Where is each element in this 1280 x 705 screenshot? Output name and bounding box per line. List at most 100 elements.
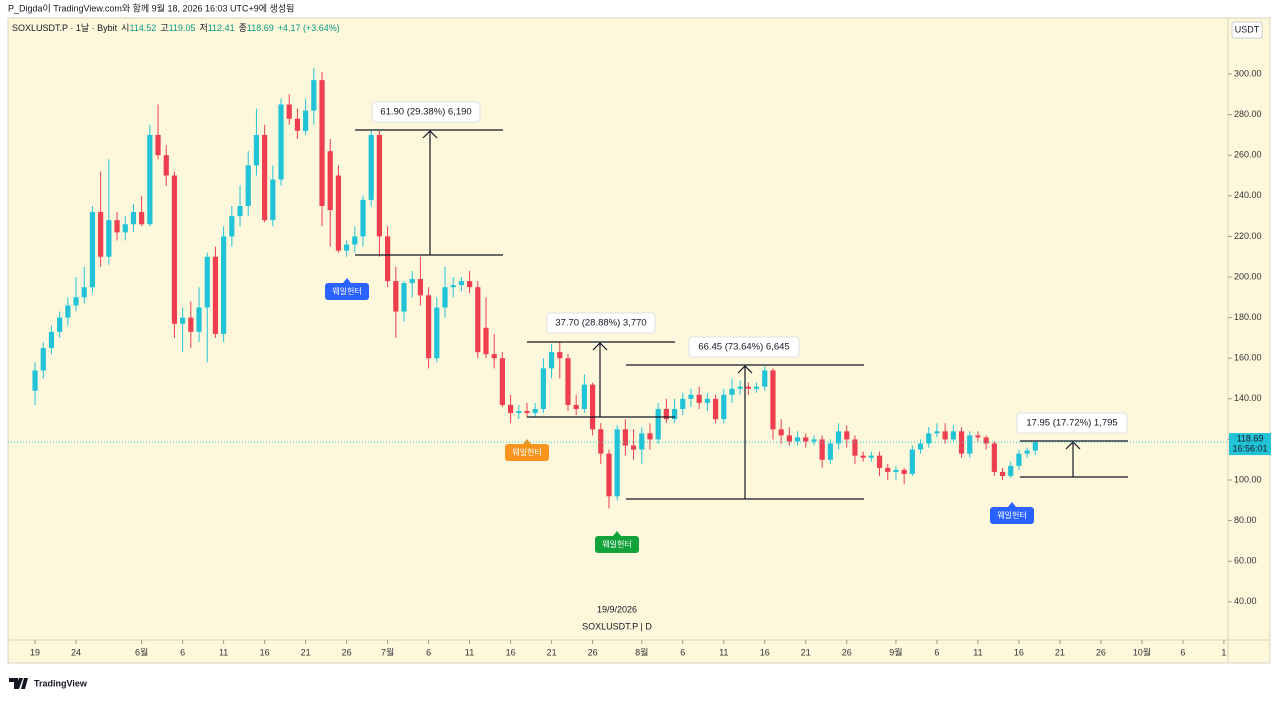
- x-tick-label: 26: [588, 647, 598, 657]
- y-tick-label: 40.00: [1234, 596, 1257, 606]
- candle-body: [278, 104, 284, 180]
- candle-body: [212, 256, 219, 334]
- x-tick-label: 16: [260, 647, 270, 657]
- candle-body: [40, 348, 46, 371]
- y-tick-label: 100.00: [1234, 474, 1262, 484]
- candle-body: [335, 175, 342, 251]
- candle-body: [409, 279, 415, 284]
- x-tick-label: 26: [342, 647, 352, 657]
- candle-body: [516, 411, 522, 414]
- ohlc-value: 114.52: [129, 23, 156, 33]
- badge: 웨일헌터: [990, 502, 1034, 524]
- chart-frame: [7, 17, 1271, 664]
- candle-body: [171, 175, 178, 324]
- candle-body: [958, 431, 965, 454]
- x-tick-label: 24: [71, 647, 81, 657]
- x-tick-label: 11: [219, 647, 228, 657]
- candle-body: [606, 453, 612, 497]
- candle-body: [1032, 442, 1038, 451]
- candle-body: [721, 394, 727, 420]
- candle-body: [458, 281, 465, 286]
- last-price-box: [1229, 433, 1271, 456]
- candle-body: [319, 80, 325, 206]
- candle-body: [753, 386, 760, 389]
- badge: 웨일헌터: [325, 278, 369, 300]
- measure-label: 66.45 (73.64%) 6,645: [698, 342, 789, 353]
- candle-body: [32, 370, 38, 391]
- x-tick-label: 21: [801, 647, 811, 657]
- candle-body: [81, 287, 87, 298]
- candle-body: [893, 469, 899, 472]
- candle-body: [139, 212, 145, 225]
- x-tick-label: 6: [180, 647, 185, 657]
- candle-body: [819, 439, 825, 460]
- caption: P_Digda이 TradingView.com와 함께 9월 18, 2026…: [8, 2, 294, 13]
- x-tick-label: 11: [465, 647, 474, 657]
- watermark-date: 19/9/2026: [597, 604, 637, 614]
- candle-body: [827, 443, 833, 460]
- candle-body: [352, 236, 358, 245]
- x-tick-label: 11: [719, 647, 728, 657]
- candle-body: [901, 469, 907, 474]
- candle-body: [811, 439, 817, 442]
- x-tick-label: 21: [1055, 647, 1065, 657]
- candle-body: [680, 398, 686, 409]
- ohlc-label: 종: [239, 23, 247, 33]
- chart-bg: [8, 18, 1270, 663]
- badge-text: 웨일헌터: [997, 510, 1026, 520]
- measure-label: 17.95 (17.72%) 1,795: [1026, 418, 1117, 429]
- ohlc-label: 저: [199, 23, 207, 33]
- candle-body: [671, 408, 678, 420]
- x-tick-label: 26: [842, 647, 852, 657]
- badge: 웨일헌터: [595, 531, 639, 553]
- candle-body: [975, 435, 981, 438]
- candle-body: [188, 317, 194, 332]
- candle-body: [122, 224, 128, 233]
- candle-body: [311, 80, 317, 111]
- candle-body: [450, 285, 456, 288]
- candle-body: [704, 398, 710, 403]
- candle-body: [499, 358, 505, 405]
- candle-body: [393, 281, 399, 312]
- candle-body: [483, 327, 489, 355]
- y-tick-label: 240.00: [1234, 190, 1262, 200]
- candle-body: [98, 212, 104, 257]
- candle-body: [303, 110, 309, 131]
- candle-body: [786, 435, 792, 442]
- candle-body: [417, 279, 424, 296]
- candle-body: [114, 220, 120, 233]
- ohlc-label: 고: [160, 23, 168, 33]
- candle-body: [917, 443, 924, 450]
- candle-body: [835, 431, 842, 444]
- candle-body: [1024, 450, 1030, 454]
- candle-body: [876, 455, 883, 468]
- candle-body: [434, 307, 440, 359]
- candle-body: [770, 370, 776, 430]
- candle-body: [1016, 453, 1022, 466]
- candle-body: [294, 118, 301, 131]
- measure-label: 61.90 (29.38%) 6,190: [380, 107, 471, 118]
- candle-body: [663, 408, 669, 420]
- candle-body: [155, 134, 161, 156]
- y-tick-label: 220.00: [1234, 231, 1262, 241]
- y-tick-label: 300.00: [1234, 68, 1262, 78]
- currency-box: [1231, 21, 1263, 39]
- candle-body: [180, 317, 186, 324]
- candle-body: [614, 429, 620, 497]
- y-tick-label: 60.00: [1234, 556, 1257, 566]
- candle-body: [327, 151, 333, 211]
- x-tick-label: 8월: [635, 646, 648, 657]
- candle-body: [909, 449, 915, 474]
- candle-body: [622, 429, 628, 446]
- candle-body: [540, 368, 546, 409]
- candle-body: [581, 384, 587, 409]
- candle-body: [368, 134, 374, 200]
- candle-body: [794, 437, 801, 442]
- ohlc-label: 시: [121, 23, 129, 33]
- candle-body: [589, 384, 596, 430]
- candle-body: [89, 212, 96, 288]
- ohlc-value: 119.05: [169, 23, 196, 33]
- x-tick-label: 16: [1014, 647, 1024, 657]
- x-tick-label: 6: [426, 647, 431, 657]
